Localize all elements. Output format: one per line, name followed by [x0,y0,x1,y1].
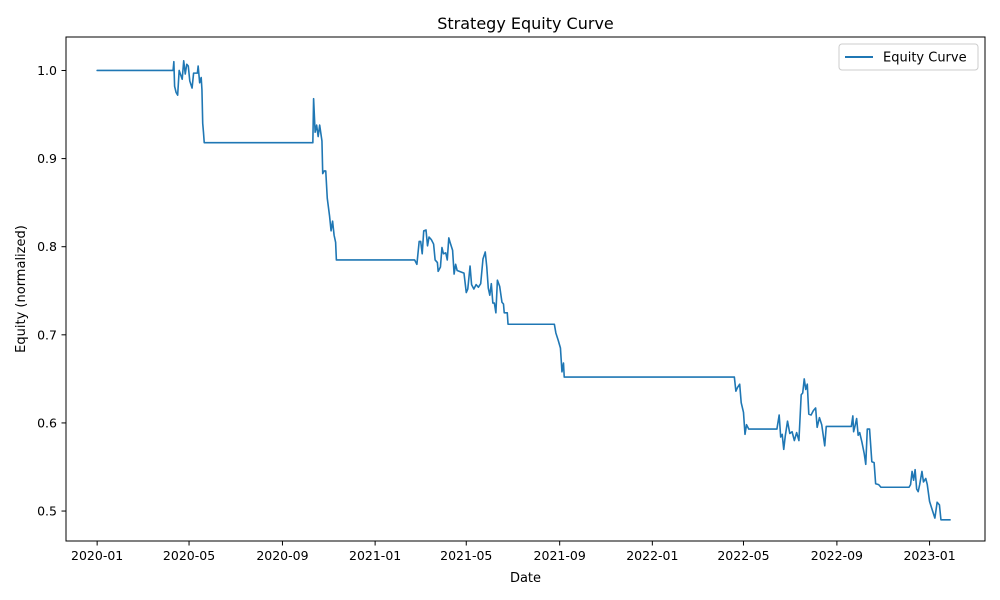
x-axis: 2020-01 2020-05 2020-09 2021-01 2021-05 2021-… [71,541,956,563]
legend-label-equity-curve: Equity Curve [883,51,967,66]
x-tick-label: 2021-09 [534,548,586,563]
series-line-0 [96,59,951,521]
x-tick-label: 2020-05 [163,548,215,563]
x-tick-label: 2022-05 [717,548,769,563]
y-axis-title: Equity (normalized) [14,225,29,353]
legend-box [838,43,979,71]
y-tick-label: 1.0 [37,63,57,78]
x-tick-label: 2023-01 [903,548,955,563]
x-tick-label: 2021-05 [440,548,492,563]
x-tick-label: 2022-09 [811,548,863,563]
x-tick-label: 2020-01 [71,548,123,563]
x-axis-title: Date [510,571,541,586]
chart-title: Strategy Equity Curve [437,14,614,33]
y-tick-label: 0.6 [37,415,57,430]
plot-background [66,37,985,541]
legend: Equity Curve [838,43,979,71]
y-tick-label: 0.7 [37,327,57,342]
plot-area [65,36,986,542]
y-tick-label: 0.5 [37,504,57,519]
x-tick-label: 2021-01 [349,548,401,563]
y-tick-label: 0.9 [37,151,57,166]
x-tick-label: 2022-01 [626,548,678,563]
axes-frame [65,36,986,542]
y-axis: 0.5 0.6 0.7 0.8 0.9 1.0 [37,63,66,519]
x-tick-label: 2020-09 [256,548,308,563]
series-layer [96,59,951,521]
y-tick-label: 0.8 [37,239,57,254]
